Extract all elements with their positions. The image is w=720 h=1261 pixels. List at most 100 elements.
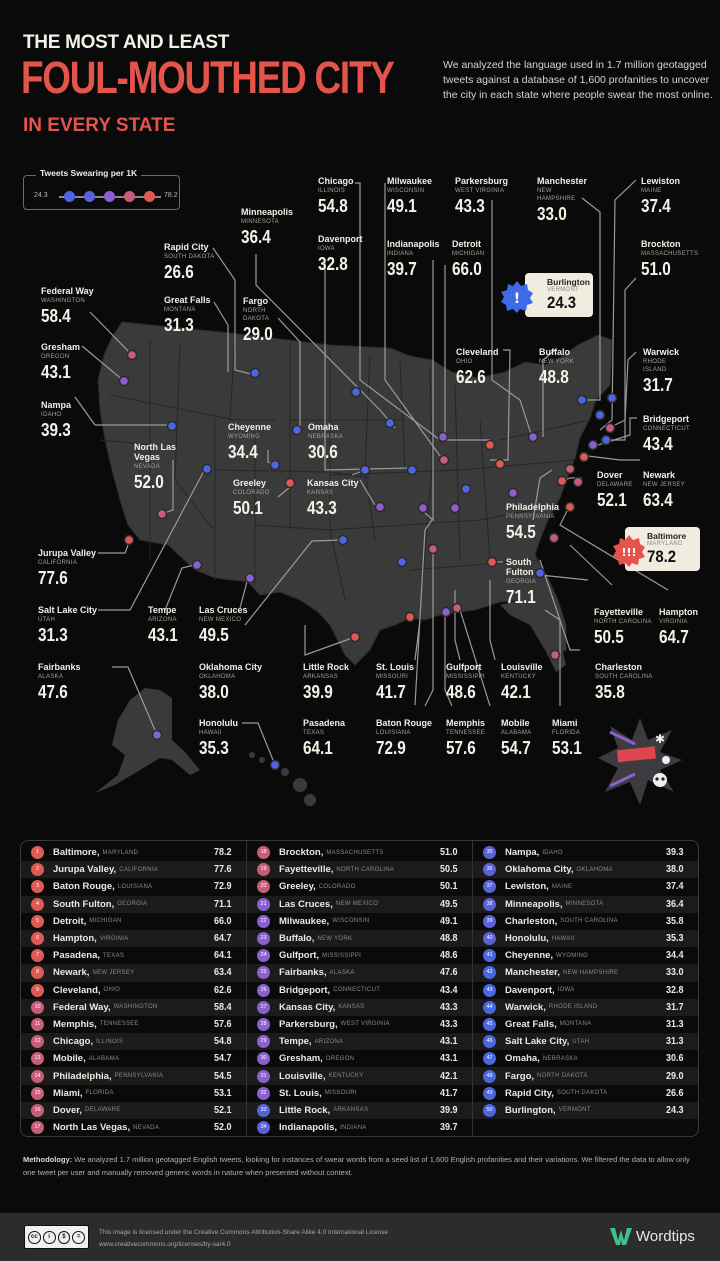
row-city: Gresham, [279,1053,323,1065]
row-city: Cleveland, [53,984,101,996]
rank-badge: 34 [257,1121,270,1135]
row-city: Fayetteville, [279,864,334,876]
noderivs-icon: = [72,1230,85,1244]
legend-dot-1 [64,191,75,202]
us-map: ✱ [74,179,682,806]
label-pasadena: Pasadena TEXAS 64.1 [303,718,346,758]
dot-gresham [118,375,130,387]
table-row: 27 Kansas City, KANSAS 43.3 [247,998,472,1016]
rank-badge: 35 [483,846,496,860]
label-north-las-vegas: North Las Vegas NEVADA 52.0 [134,442,177,492]
dot-gulfport [440,606,452,618]
rank-badge: 40 [483,932,496,946]
row-city: Baltimore, [53,847,100,859]
row-value: 24.3 [665,1104,684,1116]
label-miami: Miami FLORIDA 53.1 [552,718,582,758]
dot-fairbanks [151,729,163,741]
rank-badge: 5 [31,914,44,928]
table-row: 15 Miami, FLORIDA 53.1 [21,1085,246,1102]
row-city: Cheyenne, [505,950,554,962]
row-state: FLORIDA [85,1090,114,1097]
rank-badge: 13 [31,1052,44,1066]
table-row: 12 Chicago, ILLINOIS 54.8 [21,1033,246,1051]
least-badge-icon: ! [501,281,533,313]
table-row: 16 Dover, DELAWARE 52.1 [21,1101,246,1119]
dot-minneapolis [384,417,396,429]
label-lewiston: Lewiston MAINE 37.4 [641,176,681,216]
row-state: OHIO [103,987,121,994]
row-state: OREGON [325,1055,355,1062]
row-state: NEW YORK [317,935,353,942]
table-row: 30 Gresham, OREGON 43.1 [247,1050,472,1067]
row-value: 58.4 [213,1001,232,1013]
dot-south-fulton [486,556,498,568]
brand-logo[interactable]: Wordtips [610,1226,695,1246]
label-fayetteville: Fayetteville NORTH CAROLINA 50.5 [594,607,652,647]
table-row: 43 Davenport, IOWA 32.8 [473,982,698,999]
table-row: 21 Las Cruces, NEW MEXICO 49.5 [247,895,472,913]
label-parkersburg: Parkersburg WEST VIRGINIA 43.3 [455,176,509,216]
row-city: Little Rock, [279,1104,331,1116]
label-cleveland: Cleveland OHIO 62.6 [456,347,499,387]
brand-name: Wordtips [636,1227,695,1245]
row-state: VERMONT [558,1107,591,1114]
dot-greeley [284,477,296,489]
rank-badge: 7 [31,949,44,963]
rank-badge: 50 [483,1103,496,1117]
legend: Tweets Swearing per 1K 24.3 78.2 [23,168,180,210]
rank-badge: 32 [257,1086,270,1100]
row-city: Fargo, [505,1070,535,1082]
row-state: INDIANA [340,1124,367,1131]
row-state: IOWA [557,987,575,994]
row-value: 64.7 [213,933,232,945]
table-row: 36 Oklahoma City, OKLAHOMA 38.0 [473,861,698,879]
svg-text:✱: ✱ [655,732,665,746]
dot-omaha [359,464,371,476]
rank-badge: 27 [257,1000,270,1014]
row-value: 29.0 [665,1070,684,1082]
table-row: 29 Tempe, ARIZONA 43.1 [247,1033,472,1051]
ranking-column-3: 35 Nampa, IDAHO 39.3 36 Oklahoma City, OKLAHOM… [473,841,698,1136]
table-row: 26 Bridgeport, CONNECTICUT 43.4 [247,982,472,999]
row-state: MINNESOTA [565,901,604,908]
row-value: 34.4 [665,950,684,962]
rank-badge: 21 [257,897,270,911]
table-row: 6 Hampton, VIRGINIA 64.7 [21,929,246,948]
row-value: 39.7 [439,1122,458,1134]
label-brockton: Brockton MASSACHUSETTS 51.0 [641,239,699,279]
row-city: Salt Lake City, [505,1036,570,1048]
cc-license-badge[interactable]: cc i $ = [24,1225,89,1249]
dot-buffalo [527,431,539,443]
row-value: 54.5 [213,1070,232,1082]
dot-baton-rouge [404,611,416,623]
row-state: UTAH [572,1038,590,1045]
wordtips-logo-icon [610,1228,632,1245]
row-value: 35.3 [665,933,684,945]
table-row: 8 Newark, NEW JERSEY 63.4 [21,964,246,982]
rank-badge: 28 [257,1017,270,1031]
row-city: Rapid City, [505,1087,554,1099]
license-link[interactable]: www.creativecommons.org/licenses/by-sa/4… [99,1241,231,1248]
dot-detroit [484,439,496,451]
hawaii-shape [249,752,316,806]
rank-badge: 29 [257,1035,270,1049]
row-state: MAINE [551,883,573,890]
row-value: 41.7 [439,1087,458,1099]
dot-brockton [604,422,616,434]
dot-st-louis [417,502,429,514]
row-value: 37.4 [665,881,684,893]
row-value: 50.1 [439,881,458,893]
row-value: 51.0 [439,847,458,859]
row-state: VIRGINIA [99,935,129,942]
ranking-table: 1 Baltimore, MARYLAND 78.2 2 Jurupa Valley, CA… [20,840,699,1137]
rank-badge: 26 [257,983,270,997]
dot-cheyenne [269,459,281,471]
rank-badge: 9 [31,983,44,997]
row-city: Mobile, [53,1053,86,1065]
row-city: Warwick, [505,1001,546,1013]
table-row: 11 Memphis, TENNESSEE 57.6 [21,1016,246,1033]
row-value: 49.5 [439,898,458,910]
row-city: Miami, [53,1087,83,1099]
row-city: North Las Vegas, [53,1122,131,1134]
svg-text:!!!: !!! [621,546,636,559]
